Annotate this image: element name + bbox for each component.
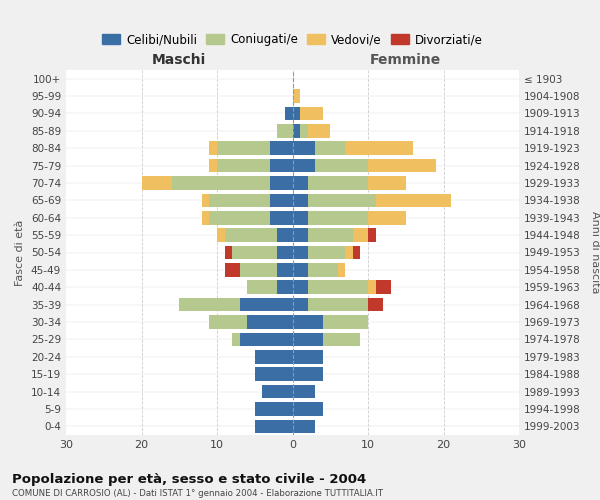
Bar bbox=[277, 263, 293, 276]
Bar bbox=[255, 420, 293, 433]
Bar bbox=[202, 211, 209, 224]
Bar bbox=[270, 194, 293, 207]
Bar bbox=[209, 194, 270, 207]
Bar bbox=[308, 298, 368, 312]
Bar bbox=[217, 228, 224, 242]
Bar bbox=[368, 228, 376, 242]
Bar bbox=[247, 315, 293, 329]
Bar bbox=[353, 246, 361, 260]
Legend: Celibi/Nubili, Coniugati/e, Vedovi/e, Divorziati/e: Celibi/Nubili, Coniugati/e, Vedovi/e, Di… bbox=[98, 28, 487, 51]
Bar bbox=[262, 385, 293, 398]
Text: Femmine: Femmine bbox=[370, 52, 442, 66]
Text: COMUNE DI CARROSIO (AL) - Dati ISTAT 1° gennaio 2004 - Elaborazione TUTTITALIA.I: COMUNE DI CARROSIO (AL) - Dati ISTAT 1° … bbox=[12, 489, 383, 498]
Bar bbox=[255, 402, 293, 415]
Bar bbox=[323, 315, 368, 329]
Bar bbox=[224, 228, 277, 242]
Bar bbox=[277, 280, 293, 294]
Bar bbox=[293, 280, 308, 294]
Bar bbox=[308, 176, 368, 190]
Bar bbox=[293, 106, 300, 120]
Bar bbox=[293, 368, 323, 381]
Bar bbox=[293, 315, 323, 329]
Bar bbox=[270, 142, 293, 155]
Bar bbox=[368, 298, 383, 312]
Bar bbox=[293, 90, 300, 103]
Bar bbox=[293, 228, 308, 242]
Bar bbox=[308, 211, 368, 224]
Bar bbox=[179, 298, 239, 312]
Bar bbox=[293, 420, 315, 433]
Bar bbox=[293, 159, 315, 172]
Bar bbox=[376, 194, 451, 207]
Bar bbox=[293, 402, 323, 415]
Bar bbox=[255, 350, 293, 364]
Bar bbox=[247, 280, 277, 294]
Bar bbox=[277, 228, 293, 242]
Bar bbox=[209, 142, 217, 155]
Bar bbox=[376, 280, 391, 294]
Bar bbox=[308, 246, 346, 260]
Bar bbox=[293, 142, 315, 155]
Bar bbox=[293, 385, 315, 398]
Bar bbox=[293, 194, 308, 207]
Bar bbox=[315, 142, 346, 155]
Bar bbox=[270, 159, 293, 172]
Bar bbox=[308, 194, 376, 207]
Text: Maschi: Maschi bbox=[152, 52, 206, 66]
Bar bbox=[293, 124, 300, 138]
Bar bbox=[255, 368, 293, 381]
Bar bbox=[346, 142, 413, 155]
Bar bbox=[277, 124, 293, 138]
Bar bbox=[209, 159, 217, 172]
Bar bbox=[338, 263, 346, 276]
Bar bbox=[293, 332, 323, 346]
Bar bbox=[224, 246, 232, 260]
Bar bbox=[368, 280, 376, 294]
Bar bbox=[300, 106, 323, 120]
Bar bbox=[277, 246, 293, 260]
Bar bbox=[293, 350, 323, 364]
Bar bbox=[232, 332, 239, 346]
Bar bbox=[217, 142, 270, 155]
Bar bbox=[293, 263, 308, 276]
Bar bbox=[346, 246, 353, 260]
Bar bbox=[285, 106, 293, 120]
Bar bbox=[353, 228, 368, 242]
Bar bbox=[293, 176, 308, 190]
Bar bbox=[224, 263, 239, 276]
Bar bbox=[293, 211, 308, 224]
Bar bbox=[209, 315, 247, 329]
Bar bbox=[239, 332, 293, 346]
Y-axis label: Anni di nascita: Anni di nascita bbox=[590, 211, 600, 294]
Bar bbox=[293, 298, 308, 312]
Bar bbox=[142, 176, 172, 190]
Y-axis label: Fasce di età: Fasce di età bbox=[16, 220, 25, 286]
Bar bbox=[315, 159, 368, 172]
Bar bbox=[308, 280, 368, 294]
Bar bbox=[323, 332, 361, 346]
Bar bbox=[202, 194, 209, 207]
Bar bbox=[308, 263, 338, 276]
Bar bbox=[308, 124, 330, 138]
Bar bbox=[217, 159, 270, 172]
Bar bbox=[209, 211, 270, 224]
Bar bbox=[239, 263, 277, 276]
Bar bbox=[368, 211, 406, 224]
Bar bbox=[232, 246, 277, 260]
Bar bbox=[270, 211, 293, 224]
Bar bbox=[172, 176, 270, 190]
Bar bbox=[293, 246, 308, 260]
Bar bbox=[270, 176, 293, 190]
Bar bbox=[368, 159, 436, 172]
Bar bbox=[368, 176, 406, 190]
Bar bbox=[308, 228, 353, 242]
Bar bbox=[300, 124, 308, 138]
Text: Popolazione per età, sesso e stato civile - 2004: Popolazione per età, sesso e stato civil… bbox=[12, 472, 366, 486]
Bar bbox=[239, 298, 293, 312]
